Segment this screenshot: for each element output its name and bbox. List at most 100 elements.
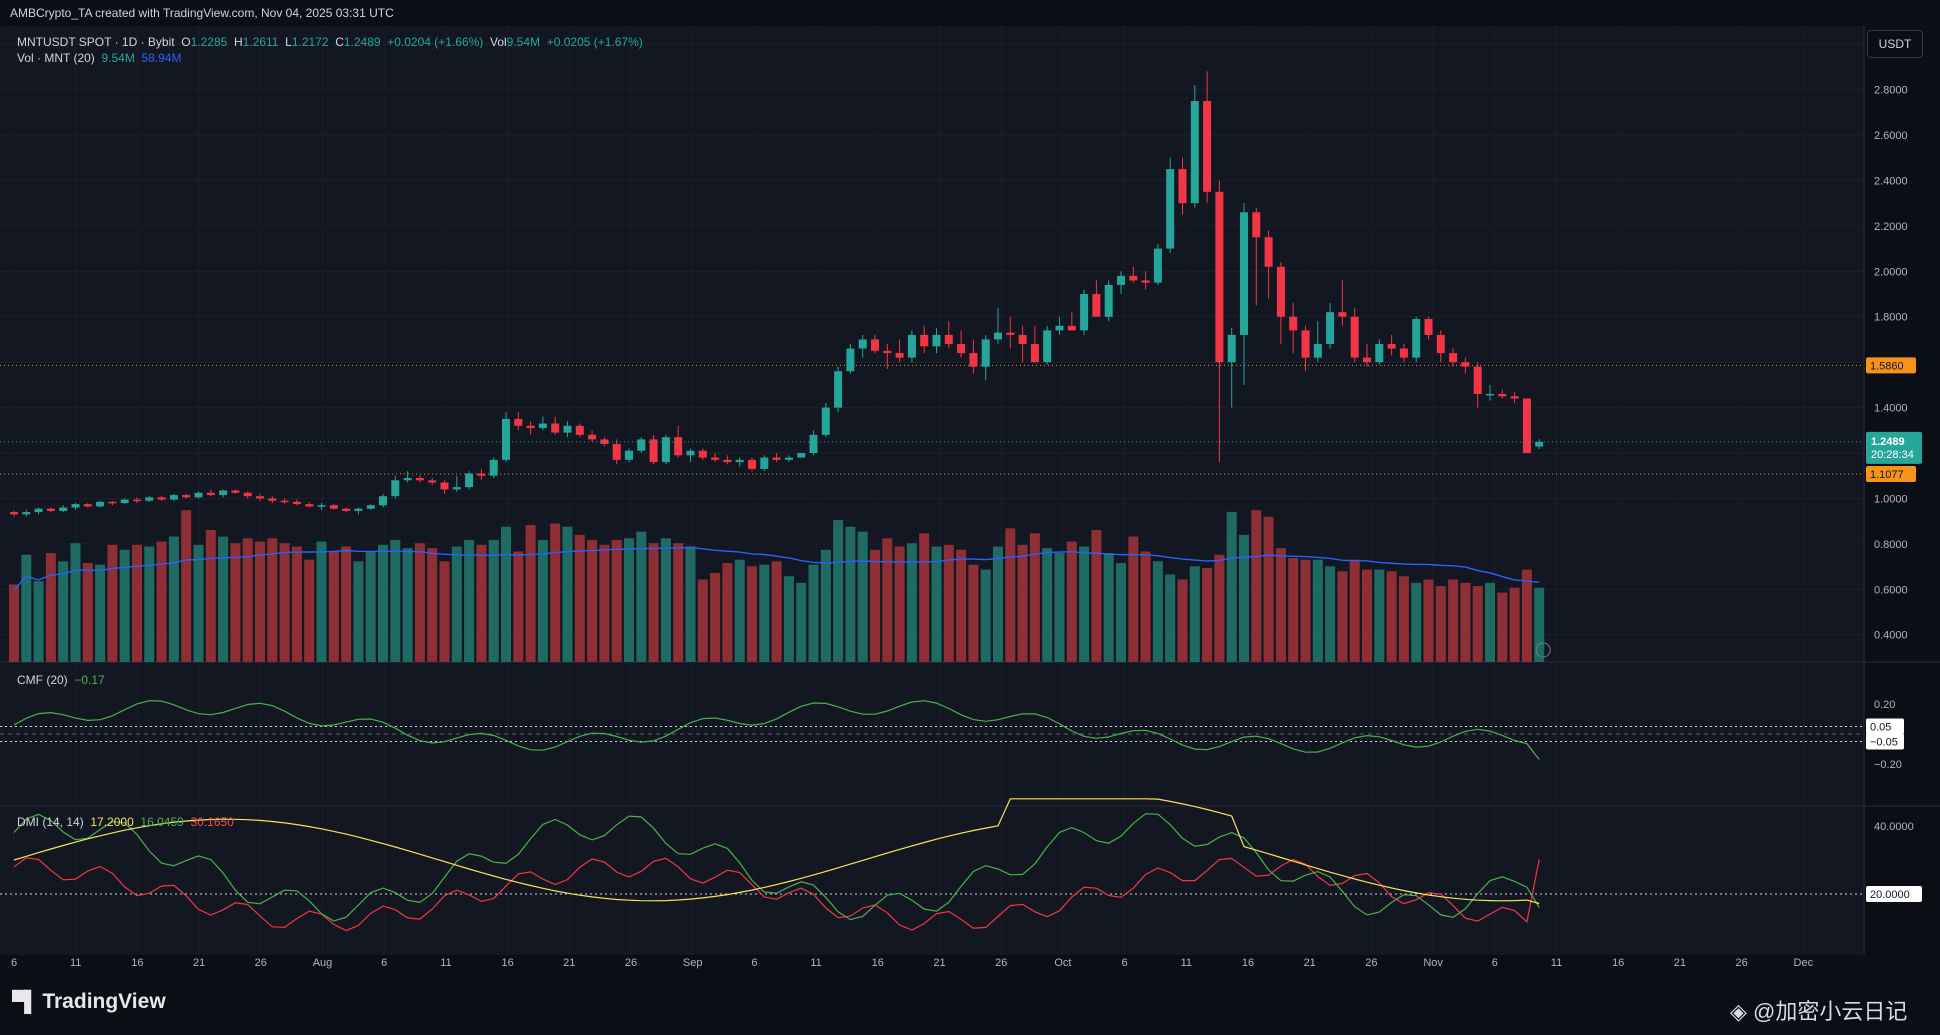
volume-bar	[611, 539, 622, 662]
volume-bar	[328, 551, 339, 662]
volume-bar	[550, 523, 561, 662]
price-tick-label: 1.8000	[1874, 312, 1908, 324]
cmf-level-label: 0.05	[1870, 722, 1891, 734]
candle-body	[674, 437, 683, 456]
candle-body	[711, 457, 720, 460]
volume-bar	[181, 510, 192, 662]
adx-line	[13, 798, 1540, 905]
volume-bar	[205, 530, 216, 662]
candle-body	[22, 512, 31, 515]
candle-body	[1363, 357, 1371, 363]
candle-body	[1166, 169, 1175, 249]
volume-bar	[1472, 586, 1483, 662]
watermark-text: @加密小云日记	[1753, 999, 1908, 1024]
vol-change: +0.0205 (+1.67%)	[546, 35, 643, 49]
time-tick-label: 6	[381, 957, 387, 969]
volume-bar	[1103, 553, 1114, 662]
volume-bar	[1374, 569, 1385, 662]
time-tick-label: 16	[1612, 957, 1624, 969]
volume-bar	[488, 539, 499, 662]
volume-bar	[267, 538, 278, 662]
candle-body	[1190, 100, 1199, 204]
tradingview-mark-icon: ▀▌	[12, 991, 38, 1013]
candle-body	[1313, 344, 1322, 358]
candle-body	[133, 499, 141, 502]
candle-body	[1424, 319, 1433, 335]
currency-button[interactable]: USDT	[1867, 30, 1923, 58]
volume-bar	[1263, 516, 1274, 662]
candle-body	[883, 350, 892, 354]
candle-body	[1018, 334, 1027, 344]
volume-bar	[1398, 576, 1409, 662]
candle-body	[1473, 366, 1482, 394]
symbol-title[interactable]: MNTUSDT SPOT · 1D · Bybit	[17, 35, 175, 49]
candle-body	[120, 499, 129, 503]
candle-body	[994, 332, 1002, 340]
candle-body	[846, 348, 855, 372]
candle-body	[563, 425, 572, 433]
candle-body	[366, 505, 375, 509]
candle-body	[268, 498, 277, 501]
candle-body	[465, 473, 474, 488]
candle-body	[1486, 393, 1494, 396]
candle-body	[342, 508, 351, 511]
time-tick-label: Oct	[1054, 957, 1071, 969]
volume-bar	[968, 564, 979, 662]
price-tick-label: 0.8000	[1874, 539, 1908, 551]
adx-value: 17.2000	[90, 815, 134, 829]
volume-bar	[1325, 566, 1336, 662]
candle-body	[932, 334, 941, 347]
candle-body	[1522, 398, 1531, 454]
volume-bar	[537, 539, 548, 662]
cmf-label[interactable]: CMF (20)	[17, 673, 68, 687]
volume-bar	[1091, 530, 1102, 662]
candle-body	[895, 353, 904, 358]
volume-bar	[390, 539, 401, 662]
candle-body	[71, 504, 80, 508]
candle-body	[96, 501, 105, 507]
volume-ma-value: 58.94M	[141, 51, 182, 65]
candle-body	[440, 482, 449, 490]
candle-body	[748, 459, 756, 469]
volume-bar	[1251, 510, 1262, 662]
price-tick-label: 2.8000	[1874, 85, 1908, 97]
volume-bar	[304, 559, 315, 662]
candle-body	[1252, 212, 1261, 238]
volume-bar	[427, 548, 438, 662]
time-tick-label: 16	[872, 957, 884, 969]
footer	[0, 985, 1940, 1035]
candle-body	[59, 507, 68, 511]
volume-bar	[1066, 541, 1077, 662]
volume-bar	[353, 561, 364, 662]
candle-body	[1153, 248, 1162, 283]
candle-body	[1301, 330, 1310, 358]
volume-bar	[771, 561, 782, 662]
candle-body	[46, 508, 55, 511]
chart-canvas[interactable]: 3.00002.80002.60002.40002.20002.00001.80…	[0, 26, 1940, 985]
volume-bar	[1128, 536, 1139, 662]
time-axis-background	[0, 955, 1864, 985]
volume-bar	[1116, 563, 1126, 662]
candle-body	[686, 450, 695, 456]
candle-body	[1080, 294, 1089, 331]
dmi-label[interactable]: DMI (14, 14)	[17, 815, 84, 829]
tradingview-logo[interactable]: ▀▌ TradingView	[12, 990, 166, 1014]
volume-bar	[70, 543, 81, 662]
volume-bar	[82, 563, 93, 662]
candle-body	[403, 478, 412, 481]
volume-bar	[1509, 587, 1520, 662]
volume-bar	[919, 533, 930, 662]
time-tick-label: 6	[11, 957, 17, 969]
volume-bar	[439, 561, 450, 662]
candle-body	[182, 495, 191, 498]
volume-bar	[574, 534, 585, 662]
plus-di-line	[13, 813, 1540, 922]
close-value: 1.2489	[343, 35, 381, 49]
symbol-legend: MNTUSDT SPOT · 1D · Bybit O1.2285 H1.261…	[17, 34, 643, 66]
volume-bar	[894, 546, 905, 662]
time-tick-label: 26	[995, 957, 1007, 969]
time-tick-label: 11	[440, 957, 451, 969]
candle-body	[1264, 237, 1273, 267]
volume-study-label[interactable]: Vol · MNT (20)	[17, 51, 95, 65]
volume-bar	[501, 526, 511, 662]
